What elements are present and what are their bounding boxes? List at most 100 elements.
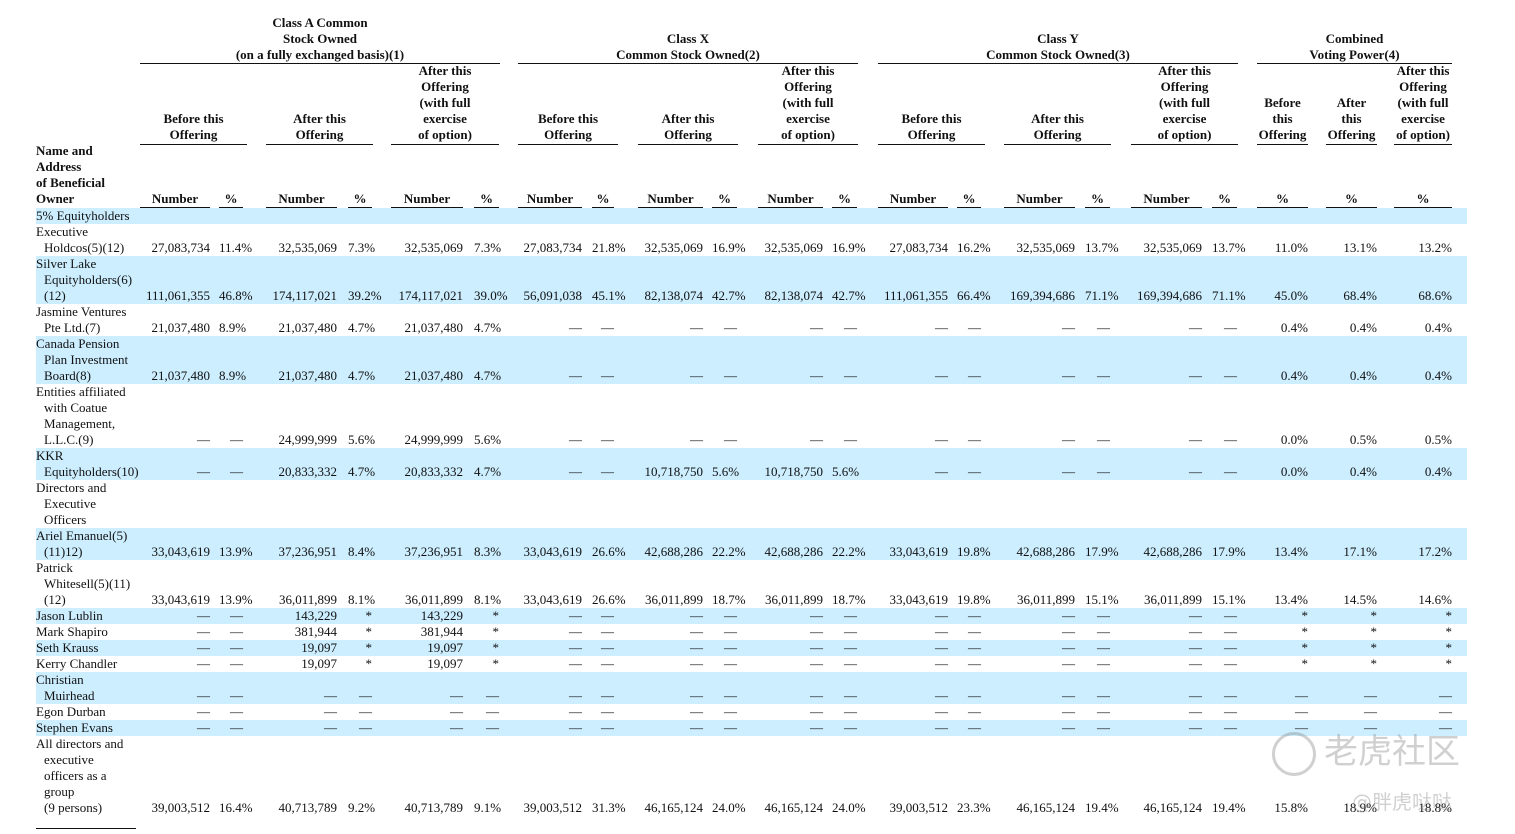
- empty-cell: —: [601, 624, 614, 639]
- empty-cell: —: [1189, 432, 1202, 447]
- watermark-handle: @胖虎哒哒: [1352, 790, 1452, 814]
- subheader-underline: [1394, 144, 1452, 145]
- header-line: Before this: [537, 111, 599, 126]
- table-cell: 40,713,789: [404, 800, 464, 815]
- table-cell: 7.3%: [348, 240, 376, 255]
- row-name: Mark Shapiro: [36, 624, 146, 640]
- row-name-line: Equityholders(10): [44, 464, 139, 479]
- table-cell: 0.5%: [1424, 432, 1452, 447]
- empty-cell: —: [601, 640, 614, 655]
- col-header-number-3: Number: [278, 191, 325, 206]
- row-name-line: (11)12): [44, 544, 83, 559]
- table-cell: 16.9%: [832, 240, 866, 255]
- empty-cell: —: [486, 720, 499, 735]
- col-header-pct-20: %: [1345, 191, 1358, 206]
- empty-cell: —: [1439, 720, 1452, 735]
- table-cell: 27,083,734: [151, 240, 211, 255]
- table-cell: 15.1%: [1212, 592, 1246, 607]
- table-cell: 40,713,789: [278, 800, 338, 815]
- header-line: this: [1272, 111, 1293, 126]
- table-cell: 26.6%: [592, 592, 626, 607]
- empty-cell: —: [569, 704, 582, 719]
- col-header-number-13: Number: [889, 191, 937, 206]
- table-cell: 82,138,074: [764, 288, 824, 303]
- table-cell: 36,011,899: [764, 592, 823, 607]
- table-cell: 174,117,021: [272, 288, 337, 303]
- col-header-pct-19: %: [1276, 191, 1289, 206]
- row-name-line: Stephen Evans: [36, 720, 113, 735]
- table-cell: 27,083,734: [889, 240, 949, 255]
- header-line: Offering: [1327, 127, 1376, 142]
- table-cell: *: [1370, 608, 1378, 623]
- col-header-number-9: Number: [647, 191, 694, 206]
- empty-cell: —: [230, 640, 243, 655]
- header-line: of option): [418, 127, 472, 142]
- row-name-line: officers as a: [44, 768, 107, 783]
- empty-cell: —: [601, 320, 614, 335]
- table-cell: *: [365, 656, 373, 671]
- subheader-underline: [1131, 144, 1238, 145]
- table-cell: 42,688,286: [764, 544, 824, 559]
- header-line: After this: [1031, 111, 1084, 126]
- empty-cell: —: [197, 720, 210, 735]
- empty-cell: —: [724, 704, 737, 719]
- empty-cell: —: [230, 688, 243, 703]
- col-header-underline: [1004, 207, 1075, 208]
- empty-cell: —: [844, 608, 857, 623]
- col-header-pct-18: %: [1218, 191, 1231, 206]
- row-name-line: Christian: [36, 672, 84, 687]
- header-line: After this: [418, 63, 472, 78]
- table-cell: 46,165,124: [644, 800, 704, 815]
- table-cell: 24.0%: [712, 800, 746, 815]
- subheader-underline: [758, 144, 858, 145]
- table-cell: 111,061,355: [883, 288, 948, 303]
- group-underline: [140, 63, 500, 64]
- header-line: Before this: [901, 111, 962, 126]
- table-cell: *: [1301, 640, 1309, 655]
- table-cell: 36,011,899: [1016, 592, 1075, 607]
- table-cell: 13.7%: [1085, 240, 1119, 255]
- table-cell: 0.4%: [1349, 320, 1377, 335]
- col-header-pct-6: %: [480, 191, 493, 206]
- header-line: Before this: [163, 111, 224, 126]
- table-cell: 15.8%: [1274, 800, 1308, 815]
- empty-cell: —: [690, 320, 703, 335]
- row-name-line: Ariel Emanuel(5): [36, 528, 128, 543]
- col-header-underline: [219, 207, 243, 208]
- table-cell: 17.9%: [1085, 544, 1119, 559]
- empty-cell: —: [690, 640, 703, 655]
- table-cell: 13.4%: [1274, 544, 1308, 559]
- col-header-pct-2: %: [224, 191, 238, 206]
- subheader-2: After this Offering: [266, 111, 373, 143]
- table-cell: 10,718,750: [764, 464, 824, 479]
- empty-cell: —: [569, 656, 582, 671]
- table-cell: 19,097: [301, 656, 337, 671]
- empty-cell: —: [230, 704, 243, 719]
- table-cell: 10,718,750: [644, 464, 704, 479]
- header-line: of Beneficial: [36, 175, 105, 190]
- table-cell: 42,688,286: [1016, 544, 1076, 559]
- header-line: Offering: [1399, 79, 1447, 94]
- empty-cell: —: [935, 656, 948, 671]
- group-header-3: Class Y Common Stock Owned(3): [878, 31, 1238, 63]
- col-header-underline: [878, 207, 948, 208]
- header-line: After: [1336, 95, 1367, 110]
- header-line: Offering: [1033, 127, 1082, 142]
- empty-cell: —: [690, 368, 703, 383]
- footnote-rule: [36, 828, 136, 829]
- header-line: (on a fully exchanged basis)(1): [235, 47, 405, 62]
- empty-cell: —: [844, 640, 857, 655]
- subheader-underline: [391, 144, 499, 145]
- empty-cell: —: [230, 624, 243, 639]
- table-cell: 5.6%: [832, 464, 860, 479]
- table-cell: 24.0%: [832, 800, 866, 815]
- table-cell: 23.3%: [957, 800, 991, 815]
- table-cell: *: [492, 640, 500, 655]
- empty-cell: —: [690, 432, 703, 447]
- header-line: Class Y: [1037, 31, 1079, 46]
- empty-cell: —: [1189, 320, 1202, 335]
- empty-cell: —: [724, 432, 737, 447]
- empty-cell: —: [1189, 656, 1202, 671]
- empty-cell: —: [1224, 720, 1237, 735]
- col-header-underline: [391, 207, 463, 208]
